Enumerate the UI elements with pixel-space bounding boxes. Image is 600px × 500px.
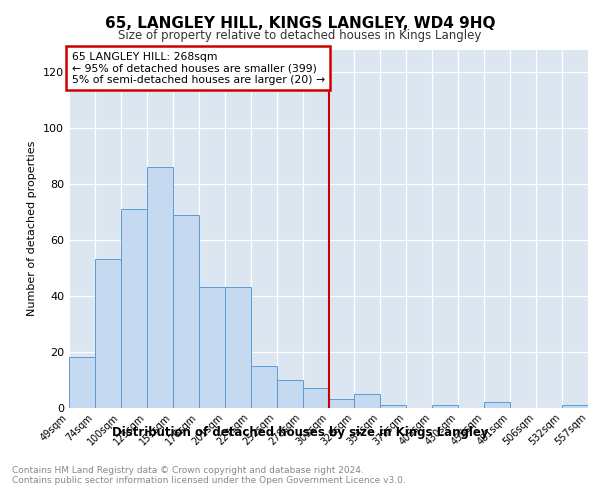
Bar	[380, 404, 406, 407]
Text: Size of property relative to detached houses in Kings Langley: Size of property relative to detached ho…	[118, 29, 482, 42]
Bar	[121, 209, 147, 408]
Bar	[173, 215, 199, 408]
Bar	[147, 168, 173, 408]
Bar	[225, 288, 251, 408]
Bar	[95, 260, 121, 408]
Text: Contains public sector information licensed under the Open Government Licence v3: Contains public sector information licen…	[12, 476, 406, 485]
Bar	[355, 394, 380, 407]
Y-axis label: Number of detached properties: Number of detached properties	[28, 141, 37, 316]
Text: Contains HM Land Registry data © Crown copyright and database right 2024.: Contains HM Land Registry data © Crown c…	[12, 466, 364, 475]
Bar	[433, 404, 458, 407]
Bar	[69, 357, 95, 408]
Bar	[277, 380, 302, 407]
Text: 65, LANGLEY HILL, KINGS LANGLEY, WD4 9HQ: 65, LANGLEY HILL, KINGS LANGLEY, WD4 9HQ	[105, 16, 495, 31]
Bar	[302, 388, 329, 407]
Bar	[484, 402, 510, 407]
Bar	[199, 288, 224, 408]
Text: Distribution of detached houses by size in Kings Langley: Distribution of detached houses by size …	[112, 426, 488, 439]
Text: 65 LANGLEY HILL: 268sqm
← 95% of detached houses are smaller (399)
5% of semi-de: 65 LANGLEY HILL: 268sqm ← 95% of detache…	[71, 52, 325, 85]
Bar	[329, 399, 355, 407]
Bar	[562, 404, 588, 407]
Bar	[251, 366, 277, 408]
